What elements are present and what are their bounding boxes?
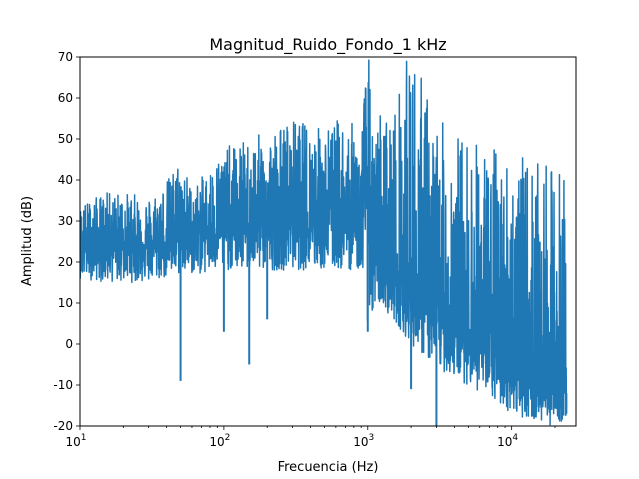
x-tick-label: 103 <box>353 433 374 449</box>
chart-title: Magnitud_Ruido_Fondo_1 kHz <box>209 35 446 55</box>
series-line <box>80 59 568 426</box>
y-tick-label: -20 <box>53 419 73 433</box>
x-axis-label: Frecuencia (Hz) <box>278 460 379 475</box>
plot-area <box>80 59 568 426</box>
y-tick-label: 60 <box>58 91 73 105</box>
y-axis-label: Amplitud (dB) <box>20 196 35 286</box>
y-tick-label: 50 <box>58 132 73 146</box>
y-tick-label: 40 <box>58 173 73 187</box>
y-tick-label: 0 <box>65 337 73 351</box>
y-tick-label: 70 <box>58 50 73 64</box>
x-tick-label: 102 <box>209 433 230 449</box>
x-tick-label: 104 <box>497 433 518 449</box>
x-tick-label: 101 <box>65 433 86 449</box>
y-axis: -20 -10 0 10 20 30 40 50 60 70 <box>53 50 80 433</box>
axes-frame <box>79 56 577 427</box>
y-tick-label: 20 <box>58 255 73 269</box>
y-tick-label: 10 <box>58 296 73 310</box>
x-axis: 101 102 103 104 <box>65 426 556 449</box>
y-tick-label: -10 <box>53 378 73 392</box>
y-tick-label: 30 <box>58 214 73 228</box>
